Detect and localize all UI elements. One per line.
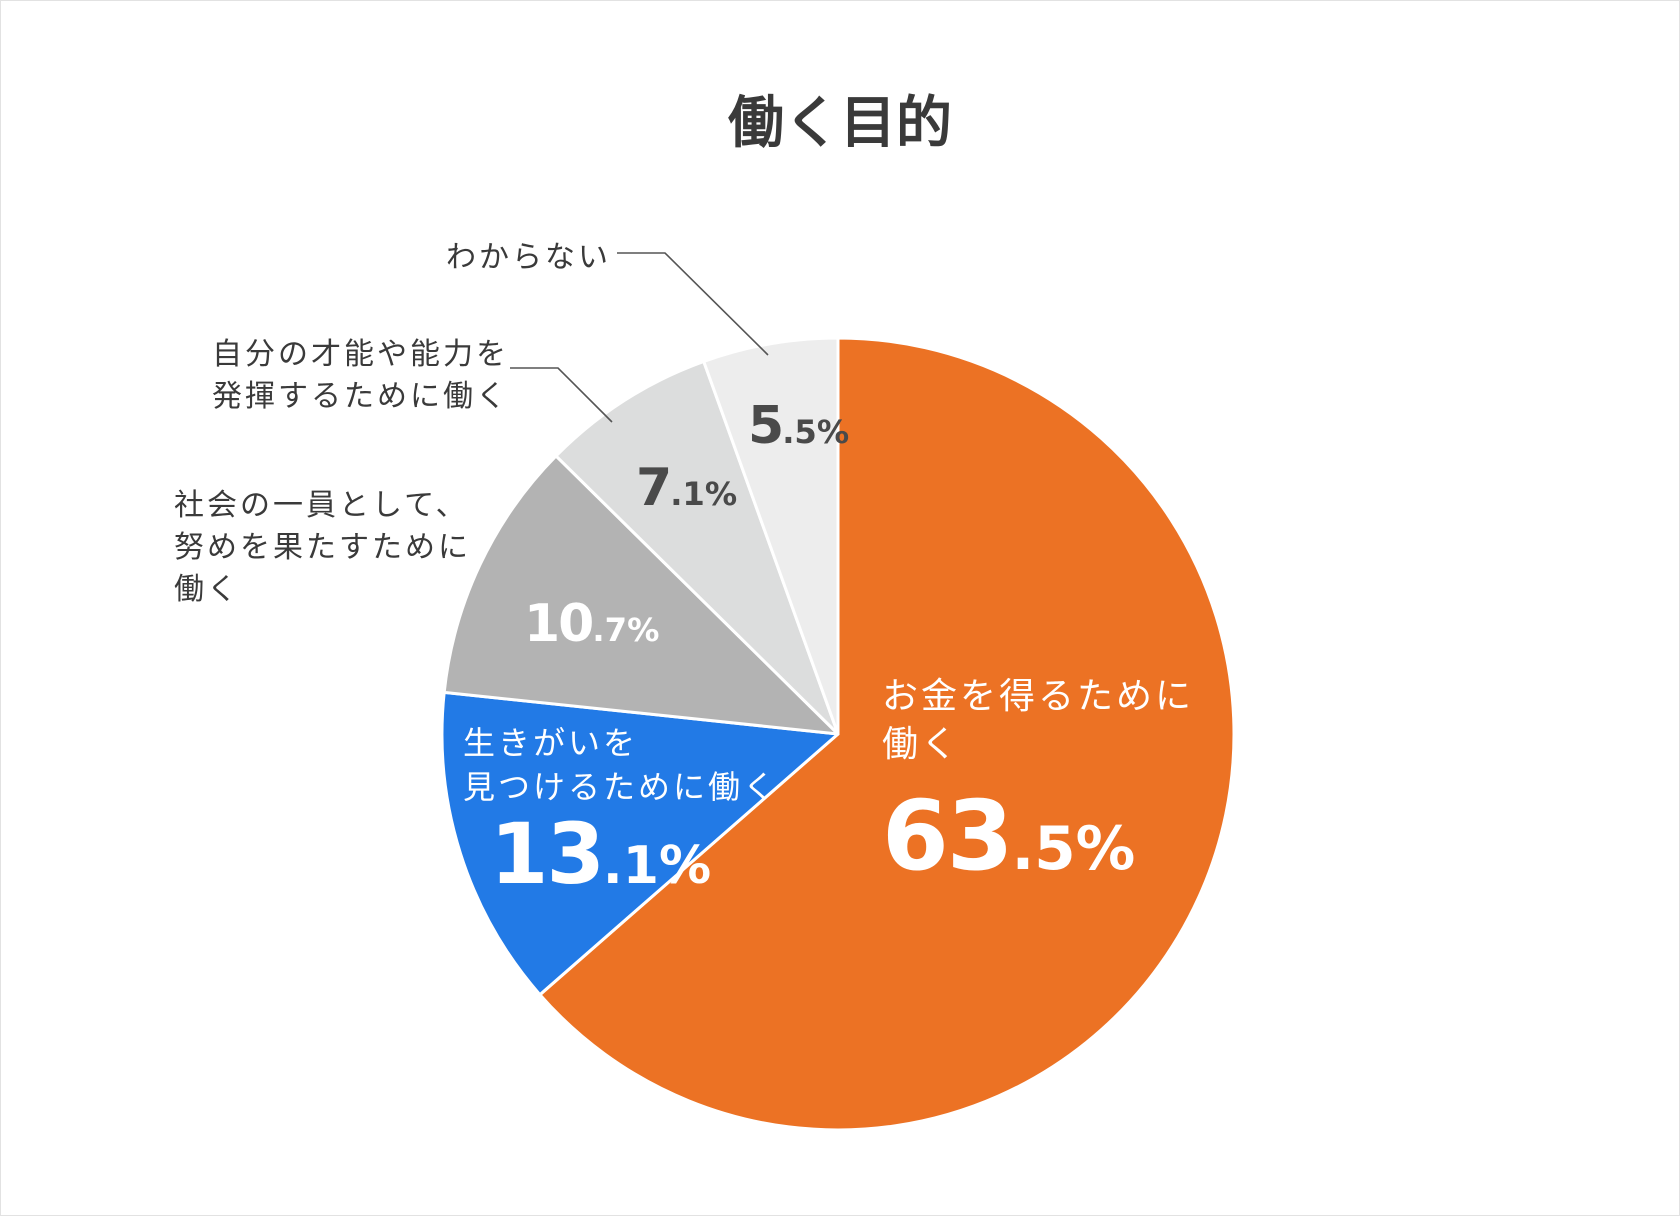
- leader-sainou: [510, 367, 613, 423]
- slice-shakai: [442, 454, 840, 736]
- slice-ikigai: [440, 690, 840, 997]
- pct-sainou: 7.1%: [636, 458, 738, 518]
- chart-title: 働く目的: [728, 91, 952, 156]
- leader-wakaranai: [617, 252, 769, 356]
- slice-sainou: [554, 359, 840, 736]
- label-shakai: 社会の一員として、 努めを果たすために 働く: [174, 488, 471, 607]
- pct-okane: 63.5%: [882, 780, 1136, 892]
- label-wakaranai: わからない: [446, 240, 611, 275]
- pct-wakaranai: 5.5%: [748, 396, 850, 456]
- slice-wakaranai: [702, 336, 840, 736]
- label-ikigai: 生きがいを 見つけるために働く: [463, 724, 779, 806]
- label-okane: お金を得るために 働く: [882, 676, 1195, 765]
- pct-ikigai: 13.1%: [490, 805, 712, 903]
- slice-okane: [538, 336, 1236, 1132]
- label-sainou: 自分の才能や能力を 発揮するために働く: [212, 337, 509, 414]
- pct-shakai: 10.7%: [524, 594, 660, 654]
